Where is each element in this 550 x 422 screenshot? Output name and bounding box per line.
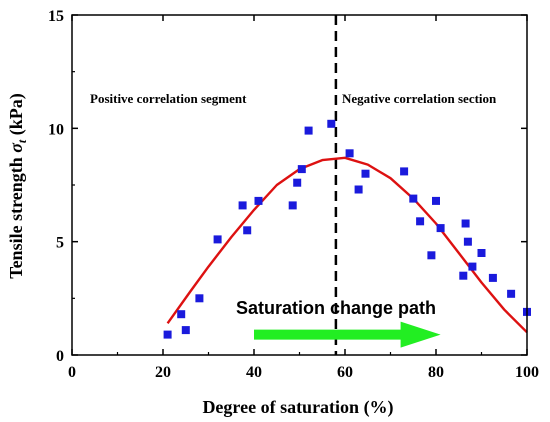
- y-axis-title-unit: (kPa): [6, 93, 27, 140]
- data-point: [427, 251, 436, 260]
- x-tick-label: 0: [68, 364, 76, 381]
- y-axis-title-main: Tensile strength: [6, 153, 26, 279]
- data-point: [461, 219, 470, 228]
- data-point: [345, 149, 354, 158]
- path-label: Saturation change path: [236, 298, 436, 318]
- x-tick-label: 80: [428, 364, 444, 381]
- data-points-layer: [163, 119, 531, 339]
- data-point: [507, 289, 516, 298]
- x-tick-label: 60: [337, 364, 353, 381]
- data-point: [416, 217, 425, 226]
- y-tick-label: 0: [56, 348, 64, 365]
- data-point: [459, 271, 468, 280]
- data-point: [213, 235, 222, 244]
- data-point: [288, 201, 297, 210]
- data-point: [163, 330, 172, 339]
- data-point: [436, 224, 445, 233]
- x-tick-label: 20: [155, 364, 171, 381]
- y-tick-label: 15: [48, 8, 64, 25]
- fit-curve: [166, 156, 528, 334]
- y-tick-label: 5: [56, 235, 64, 252]
- y-axis-title-subscript: t: [15, 139, 29, 143]
- saturation-arrow-layer: [254, 321, 441, 348]
- y-tick-label: 10: [48, 121, 64, 138]
- data-point: [297, 165, 306, 174]
- data-point: [400, 167, 409, 176]
- data-point: [181, 326, 190, 335]
- x-tick-label: 40: [246, 364, 262, 381]
- data-point: [327, 119, 336, 128]
- y-axis-title: Tensile strength σt (kPa): [6, 93, 29, 279]
- data-point: [238, 201, 247, 210]
- axes-layer: 0 20 40 60 80 100 0 5 10 15: [48, 8, 539, 381]
- data-point: [477, 249, 486, 257]
- data-point: [468, 262, 477, 271]
- data-point: [463, 237, 472, 246]
- data-point: [409, 194, 418, 203]
- data-point: [432, 196, 440, 205]
- x-tick-label: 100: [515, 364, 539, 381]
- data-point: [195, 294, 204, 303]
- data-point: [254, 196, 263, 205]
- data-point: [243, 226, 252, 235]
- data-point: [354, 185, 363, 194]
- data-point: [488, 273, 497, 282]
- saturation-arrow: [254, 321, 441, 348]
- data-point: [304, 126, 313, 135]
- fit-curve-layer: [166, 156, 528, 334]
- x-axis-title: Degree of saturation (%): [202, 397, 393, 418]
- left-region-annotation: Positive correlation segment: [90, 91, 247, 106]
- data-point: [177, 310, 186, 319]
- right-region-annotation: Negative correlation section: [342, 91, 497, 106]
- data-point: [293, 178, 302, 187]
- data-point: [361, 169, 370, 178]
- y-axis-title-symbol: σ: [6, 142, 26, 153]
